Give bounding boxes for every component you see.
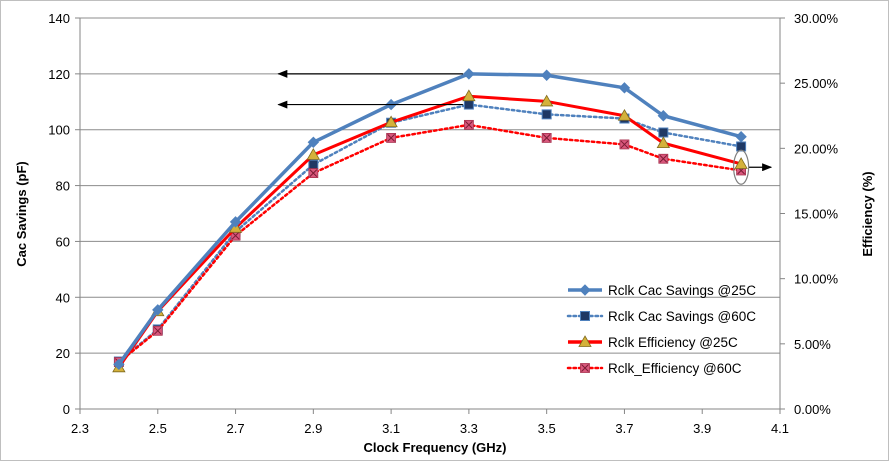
data-point <box>735 130 747 143</box>
series-layer <box>112 68 748 373</box>
data-point <box>113 358 125 371</box>
marker-cross <box>309 169 318 177</box>
x-tick-label: 3.1 <box>382 421 400 436</box>
data-point <box>736 141 747 152</box>
axes <box>75 17 785 414</box>
y-right-tick-label: 5.00% <box>794 337 831 352</box>
gridlines <box>80 17 780 354</box>
legend-label: Rclk Efficiency @25C <box>608 335 738 350</box>
legend-marker <box>578 335 592 347</box>
y-left-tick-label: 0 <box>63 402 70 417</box>
y-right-tick-label: 10.00% <box>794 272 839 287</box>
y-left-tick-label: 120 <box>48 67 70 82</box>
data-point <box>306 148 321 160</box>
data-point <box>541 109 552 120</box>
data-point <box>539 94 554 107</box>
legend-item: Rclk Cac Savings @60C <box>566 309 756 324</box>
annotations <box>277 69 773 185</box>
data-point <box>463 99 474 110</box>
x-tick-label: 2.7 <box>227 421 245 436</box>
series-line <box>117 72 742 366</box>
x-tick-label: 3.5 <box>538 421 556 436</box>
y-right-axis-title: Efficiency (%) <box>860 171 875 256</box>
y-left-tick-labels: 0 20 40 60 80 100 120 140 <box>48 11 70 417</box>
y-left-tick-label: 100 <box>48 123 70 138</box>
data-point <box>658 127 669 138</box>
x-tick-label: 2.9 <box>304 421 322 436</box>
x-tick-label: 3.7 <box>615 421 633 436</box>
x-tick-labels: 2.3 2.5 2.7 2.9 3.1 3.3 3.5 3.7 3.9 4.1 <box>71 421 789 436</box>
x-tick-label: 2.3 <box>71 421 89 436</box>
data-point <box>618 82 631 94</box>
data-point <box>734 157 748 169</box>
y-left-tick-label: 80 <box>56 179 70 194</box>
data-point <box>658 153 669 164</box>
marker-cross <box>387 134 395 142</box>
marker-cross <box>231 231 240 240</box>
y-left-tick-label: 140 <box>48 11 70 26</box>
legend-marker <box>579 284 591 296</box>
data-point <box>307 136 320 148</box>
y-left-tick-label: 40 <box>56 290 70 305</box>
x-tick-label: 2.5 <box>149 421 167 436</box>
series-line <box>117 123 743 364</box>
data-point <box>462 89 476 102</box>
data-point <box>386 133 397 143</box>
legend-marker <box>580 363 590 373</box>
marker-cross <box>581 364 589 372</box>
series-1 <box>113 68 747 371</box>
y-right-tick-label: 30.00% <box>794 11 839 26</box>
legend-item: Rclk_Efficiency @60C <box>566 361 742 376</box>
y-left-axis-title: Cac Savings (pF) <box>14 161 29 266</box>
data-point <box>152 304 164 316</box>
y-right-tick-label: 0.00% <box>794 402 831 417</box>
series-4 <box>113 119 747 367</box>
legend-label: Rclk Cac Savings @60C <box>608 309 756 324</box>
legend-item: Rclk Cac Savings @25C <box>568 283 756 298</box>
marker-cross <box>659 154 668 163</box>
marker-cross <box>542 134 551 142</box>
data-point <box>308 168 319 178</box>
marker-cross <box>620 140 629 149</box>
series-2 <box>113 99 747 367</box>
data-point <box>617 108 632 121</box>
data-point <box>308 159 319 170</box>
y-right-tick-labels: 0.00% 5.00% 10.00% 15.00% 20.00% 25.00% 30.00% <box>794 11 839 417</box>
data-point <box>229 216 242 228</box>
highlight-ellipse <box>733 149 750 185</box>
data-point <box>540 69 553 81</box>
marker-cross <box>153 326 162 335</box>
data-point <box>384 115 398 128</box>
data-point <box>657 110 670 122</box>
series-line <box>117 103 743 363</box>
y-right-tick-label: 25.00% <box>794 76 839 91</box>
marker-cross <box>465 121 473 129</box>
legend-item: Rclk Efficiency @25C <box>568 335 738 350</box>
y-left-tick-label: 20 <box>56 346 70 361</box>
data-point <box>656 136 671 149</box>
x-axis-title: Clock Frequency (GHz) <box>363 440 506 455</box>
x-tick-label: 3.9 <box>693 421 711 436</box>
legend: Rclk Cac Savings @25C Rclk Cac Savings @6… <box>566 283 756 376</box>
data-point <box>541 133 552 143</box>
data-point <box>463 119 474 130</box>
data-point <box>152 325 163 336</box>
legend-label: Rclk_Efficiency @60C <box>608 361 742 376</box>
y-left-tick-label: 60 <box>56 234 70 249</box>
data-point <box>463 68 475 80</box>
y-right-tick-label: 20.00% <box>794 141 839 156</box>
y-right-tick-label: 15.00% <box>794 207 839 222</box>
series-line <box>117 94 742 369</box>
data-point <box>619 139 630 150</box>
x-tick-label: 3.3 <box>460 421 478 436</box>
legend-label: Rclk Cac Savings @25C <box>608 283 756 298</box>
x-tick-label: 4.1 <box>771 421 789 436</box>
legend-marker <box>580 311 590 321</box>
